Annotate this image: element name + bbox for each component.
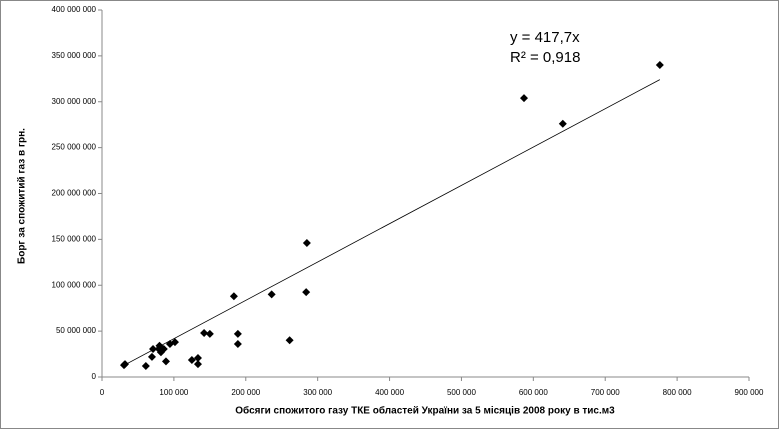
point [233, 329, 242, 338]
point [147, 352, 156, 361]
y-tick-label: 200 000 000 [52, 189, 97, 198]
point [121, 360, 130, 369]
y-tick-label: 300 000 000 [52, 97, 97, 106]
x-tick-label: 100 000 [159, 388, 188, 397]
x-tick-label: 200 000 [231, 388, 260, 397]
point [655, 61, 664, 70]
y-tick-label: 150 000 000 [52, 234, 97, 243]
x-axis-title: Обсяги спожитого газу ТКЕ областей Украї… [235, 405, 615, 417]
trend-line [123, 79, 661, 366]
x-tick-label: 700 000 [591, 388, 620, 397]
point [149, 345, 158, 354]
x-tick-label: 0 [100, 388, 105, 397]
y-axis-title: Борг за спожитий газ в грн. [17, 128, 28, 264]
point [205, 329, 214, 338]
point [302, 239, 311, 248]
x-tick-label: 900 000 [735, 388, 764, 397]
point [193, 354, 202, 363]
x-tick-label: 500 000 [447, 388, 476, 397]
point [267, 290, 276, 299]
y-tick-label: 400 000 000 [52, 5, 97, 14]
x-tick-label: 400 000 [375, 388, 404, 397]
point [159, 345, 168, 354]
trend-r2: R² = 0,918 [510, 49, 580, 66]
point [302, 288, 311, 297]
x-tick-label: 600 000 [519, 388, 548, 397]
point [558, 119, 567, 128]
y-tick-label: 100 000 000 [52, 280, 97, 289]
point [161, 357, 170, 366]
point [200, 328, 209, 337]
point [229, 292, 238, 301]
point [170, 338, 179, 347]
point [285, 336, 294, 345]
x-tick-label: 300 000 [303, 388, 332, 397]
y-tick-label: 0 [92, 372, 97, 381]
point [187, 356, 196, 365]
point [519, 94, 528, 103]
y-tick-label: 350 000 000 [52, 51, 97, 60]
y-tick-label: 250 000 000 [52, 143, 97, 152]
point [193, 360, 202, 369]
y-tick-label: 50 000 000 [56, 326, 97, 335]
trend-equation: y = 417,7x [510, 29, 580, 46]
point [141, 361, 150, 370]
x-tick-label: 800 000 [663, 388, 692, 397]
point [233, 339, 242, 348]
